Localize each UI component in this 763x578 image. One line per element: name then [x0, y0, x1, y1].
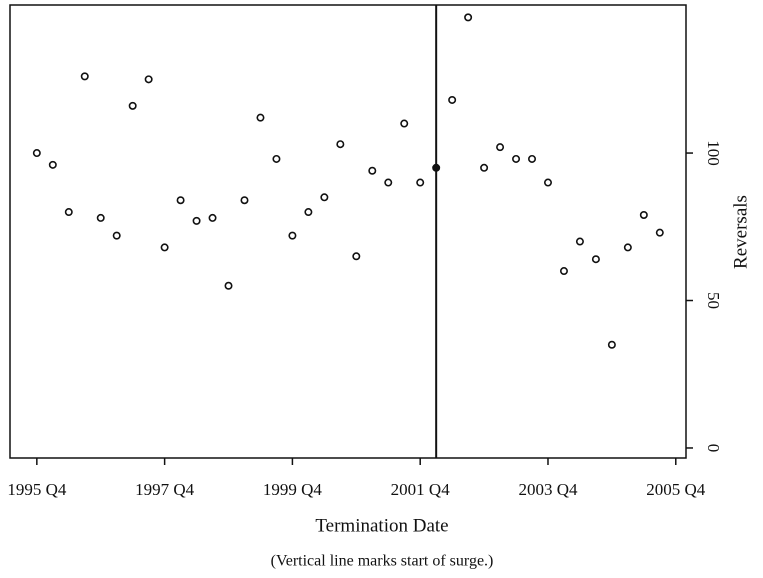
point — [416, 178, 425, 187]
point — [368, 166, 377, 175]
y-axis-label: Reversals — [730, 195, 751, 269]
x-tick-label: 1995 Q4 — [7, 480, 67, 499]
point — [464, 13, 473, 22]
point — [336, 140, 345, 149]
point — [575, 237, 584, 246]
point — [528, 154, 537, 163]
point — [639, 210, 648, 219]
x-tick-label: 2003 Q4 — [518, 480, 578, 499]
point — [559, 267, 568, 276]
point — [480, 163, 489, 172]
x-tick-label: 2001 Q4 — [391, 480, 451, 499]
point — [240, 196, 249, 205]
point — [128, 101, 137, 110]
x-tick-label: 1997 Q4 — [135, 480, 195, 499]
point — [176, 196, 185, 205]
point — [432, 163, 441, 172]
x-axis-label: Termination Date — [315, 515, 448, 536]
point — [607, 340, 616, 349]
point — [256, 113, 265, 122]
point — [384, 178, 393, 187]
point — [160, 243, 169, 252]
point — [448, 95, 457, 104]
point — [591, 255, 600, 264]
point — [208, 213, 217, 222]
y-tick-label: 0 — [704, 444, 723, 453]
x-tick-label: 1999 Q4 — [263, 480, 323, 499]
point — [288, 231, 297, 240]
point — [144, 75, 153, 84]
y-tick-label: 100 — [704, 140, 723, 166]
plot-frame — [9, 4, 687, 459]
point — [543, 178, 552, 187]
point — [272, 154, 281, 163]
point — [48, 160, 57, 169]
point — [32, 149, 41, 158]
point — [96, 213, 105, 222]
point — [655, 228, 664, 237]
x-tick-label: 2005 Q4 — [646, 480, 706, 499]
point — [80, 72, 89, 81]
point — [400, 119, 409, 128]
point — [64, 208, 73, 217]
point — [112, 231, 121, 240]
y-tick-label: 50 — [704, 292, 723, 309]
point — [224, 281, 233, 290]
point — [623, 243, 632, 252]
point — [496, 143, 505, 152]
note: (Vertical line marks start of surge.) — [271, 553, 494, 570]
point — [512, 154, 521, 163]
point — [320, 193, 329, 202]
point — [192, 216, 201, 225]
point — [352, 252, 361, 261]
point — [304, 208, 313, 217]
